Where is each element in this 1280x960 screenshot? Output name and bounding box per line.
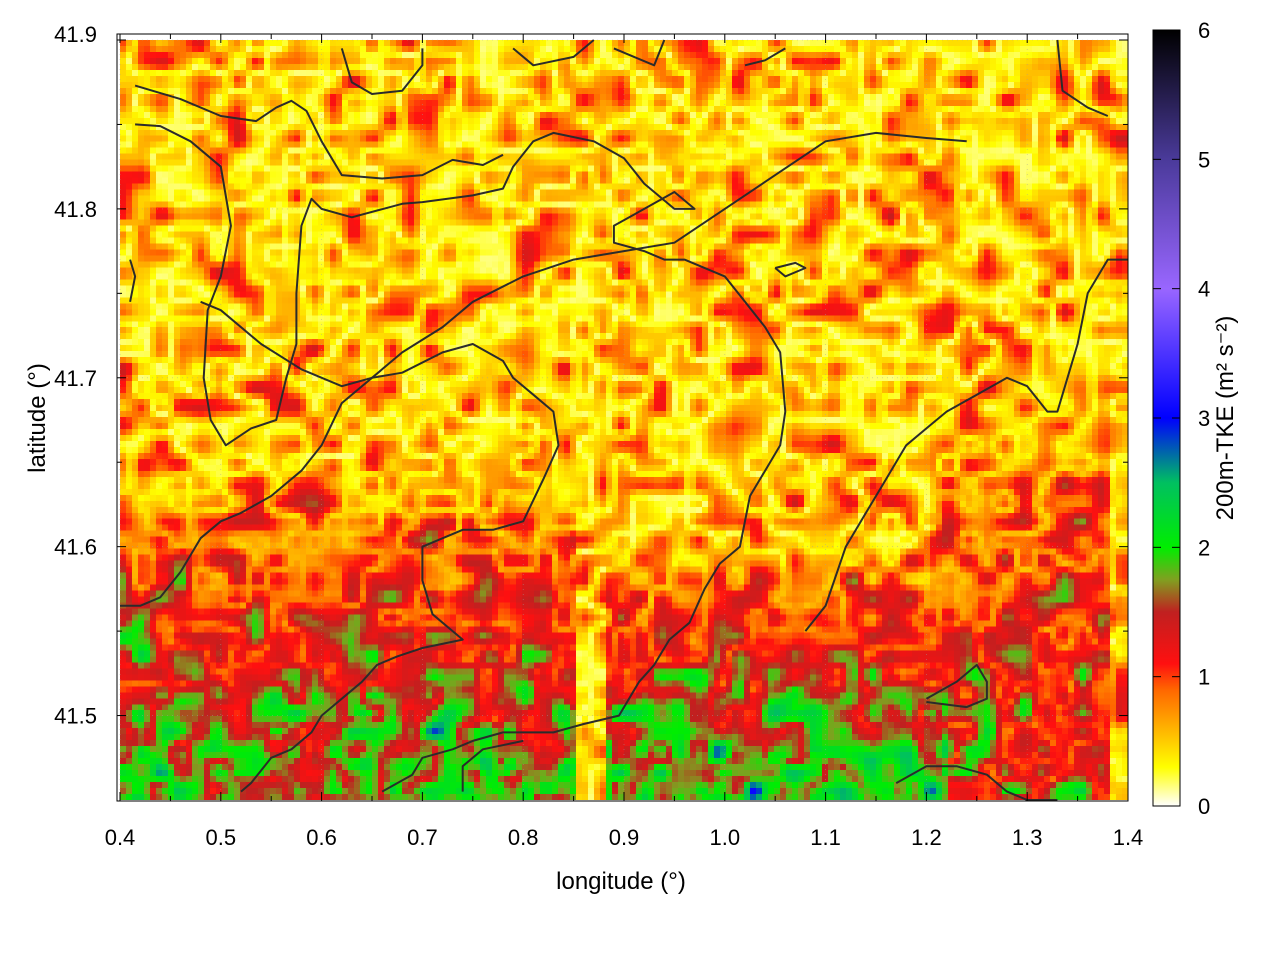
- x-tick-label: 0.7: [407, 825, 438, 850]
- terrain-contour: [613, 39, 666, 67]
- terrain-contour: [129, 259, 137, 302]
- terrain-contour: [774, 261, 807, 278]
- terrain-contour: [804, 258, 1128, 632]
- colorbar-tick-labels: 0 1 2 3 4 5 6: [1198, 18, 1210, 819]
- x-tick-label: 1.1: [810, 825, 841, 850]
- x-tick-label: 0.9: [609, 825, 640, 850]
- terrain-contour: [135, 123, 787, 793]
- plot-frame: [116, 33, 1129, 802]
- colorbar-tick-label: 4: [1198, 277, 1210, 302]
- terrain-contour: [340, 48, 424, 95]
- x-axis-tick-labels: 0.4 0.5 0.6 0.7 0.8 0.9 1.0 1.1 1.2 1.3 1.4: [105, 825, 1144, 850]
- x-tick-label: 1.2: [911, 825, 942, 850]
- terrain-contour: [461, 739, 524, 792]
- x-tick-label: 1.0: [710, 825, 741, 850]
- y-tick-label: 41.6: [54, 535, 97, 560]
- colorbar: 0 1 2 3 4 5 6 200m-TKE (m² s⁻²): [1152, 18, 1239, 819]
- terrain-contour: [200, 300, 560, 793]
- x-tick-label: 1.3: [1012, 825, 1043, 850]
- colorbar-tick-label: 2: [1198, 535, 1210, 560]
- axis-ticks: [117, 34, 1129, 801]
- y-tick-label: 41.9: [54, 22, 97, 47]
- y-axis-title: latitude (°): [24, 363, 51, 473]
- x-tick-label: 0.8: [508, 825, 539, 850]
- y-tick-label: 41.5: [54, 704, 97, 729]
- y-axis-tick-labels: 41.5 41.6 41.7 41.8 41.9: [54, 22, 97, 729]
- y-tick-label: 41.8: [54, 197, 97, 222]
- terrain-contour: [134, 84, 504, 180]
- x-tick-label: 0.5: [206, 825, 237, 850]
- colorbar-title: 200m-TKE (m² s⁻²): [1212, 316, 1239, 521]
- y-tick-label: 41.7: [54, 366, 97, 391]
- x-tick-label: 1.4: [1113, 825, 1144, 850]
- terrain-contour: [925, 663, 988, 709]
- colorbar-tick-label: 0: [1198, 794, 1210, 819]
- plot-area: [116, 33, 1129, 802]
- terrain-contour: [120, 131, 967, 607]
- x-axis-title: longitude (°): [556, 868, 686, 895]
- colorbar-tick-label: 3: [1198, 406, 1210, 431]
- terrain-contour: [744, 47, 786, 67]
- terrain-contour: [512, 39, 595, 67]
- colorbar-tick-label: 1: [1198, 665, 1210, 690]
- x-tick-label: 0.6: [306, 825, 337, 850]
- terrain-contour: [1056, 39, 1109, 117]
- colorbar-tick-label: 6: [1198, 18, 1210, 43]
- colorbar-ticks: [1153, 29, 1180, 807]
- x-tick-label: 0.4: [105, 825, 136, 850]
- colorbar-tick-label: 5: [1198, 147, 1210, 172]
- grid-lines: [117, 34, 1129, 801]
